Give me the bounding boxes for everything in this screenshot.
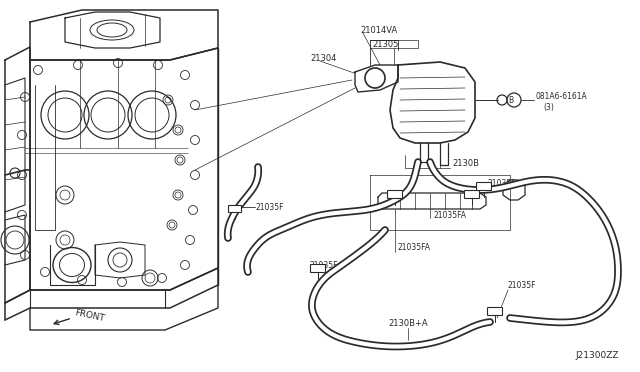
Text: B: B: [508, 96, 513, 105]
FancyBboxPatch shape: [387, 190, 403, 199]
FancyBboxPatch shape: [488, 308, 502, 315]
Text: 21014VA: 21014VA: [360, 26, 397, 35]
Text: (3): (3): [543, 103, 554, 112]
Text: 2130B: 2130B: [452, 158, 479, 167]
Text: 21035FA: 21035FA: [434, 211, 467, 219]
Text: 21035F: 21035F: [256, 202, 285, 212]
Text: 2130B+A: 2130B+A: [388, 318, 428, 327]
Text: 081A6-6161A: 081A6-6161A: [536, 92, 588, 100]
FancyBboxPatch shape: [310, 264, 326, 273]
Text: 21035F: 21035F: [488, 179, 516, 187]
FancyBboxPatch shape: [228, 205, 241, 212]
FancyBboxPatch shape: [477, 183, 492, 190]
Text: 21304: 21304: [310, 54, 337, 62]
Text: 21035F: 21035F: [508, 280, 536, 289]
Text: FRONT: FRONT: [74, 308, 106, 324]
FancyBboxPatch shape: [465, 190, 479, 199]
Text: 21035F: 21035F: [310, 260, 339, 269]
Text: J21300ZZ: J21300ZZ: [575, 350, 618, 359]
Text: 21035FA: 21035FA: [398, 244, 431, 253]
Text: 21305: 21305: [372, 39, 398, 48]
